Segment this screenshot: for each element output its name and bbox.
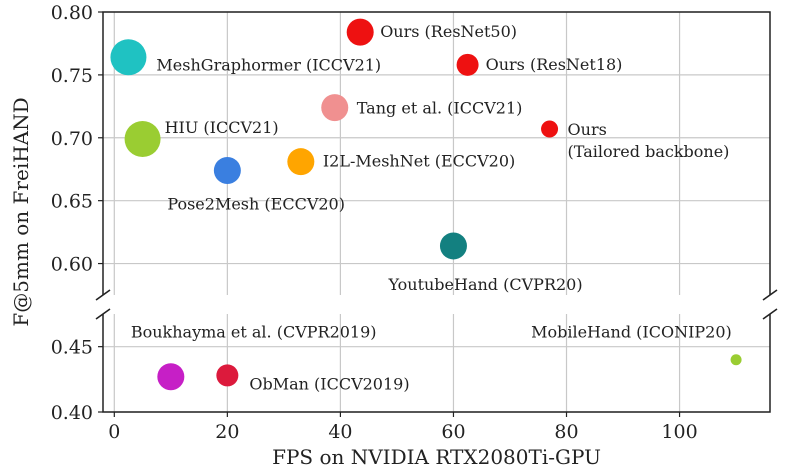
- x-axis-title: FPS on NVIDIA RTX2080Ti-GPU: [272, 445, 601, 469]
- point-label-line: ObMan (ICCV2019): [249, 374, 409, 393]
- y-tick-label: 0.80: [51, 2, 93, 24]
- point-label: YoutubeHand (CVPR20): [387, 275, 582, 294]
- point-label-line: I2L-MeshNet (ECCV20): [323, 152, 515, 171]
- y-tick-label: 0.45: [51, 337, 93, 359]
- lower-panel-frame: [102, 314, 771, 413]
- axis-break-mark: [95, 289, 111, 301]
- point-label: Ours (Tailored backbone): [568, 120, 730, 161]
- axis-break-mark: [762, 289, 778, 301]
- point-label-line: HIU (ICCV21): [165, 118, 279, 137]
- y-tick-label: 0.60: [51, 254, 93, 276]
- x-tick-label: 100: [661, 421, 697, 443]
- y-tick-label: 0.40: [51, 402, 93, 424]
- tick-labels: 0 20 40 60 80 100 0.60 0.65 0.70 0.75 0.80 0.40 0.45: [51, 2, 698, 443]
- x-tick-label: 60: [441, 421, 465, 443]
- data-point: [730, 354, 742, 366]
- point-label: Tang et al. (ICCV21): [357, 99, 523, 118]
- data-point: [321, 94, 349, 122]
- data-point: [213, 156, 241, 184]
- point-label: Pose2Mesh (ECCV20): [167, 194, 345, 213]
- axis-break-mark: [95, 308, 111, 320]
- point-label: HIU (ICCV21): [165, 118, 279, 137]
- data-point: [216, 364, 239, 387]
- point-label: ObMan (ICCV2019): [249, 374, 409, 393]
- point-label-line: Ours (ResNet18): [486, 55, 623, 74]
- data-point: [456, 53, 479, 76]
- data-points: [110, 18, 742, 391]
- data-point: [541, 120, 559, 138]
- point-label: Ours (ResNet50): [380, 22, 517, 41]
- x-tick-label: 80: [554, 421, 578, 443]
- data-point: [439, 232, 467, 260]
- point-label-line: Tang et al. (ICCV21): [357, 99, 523, 118]
- y-tick-label: 0.65: [51, 191, 93, 213]
- data-point: [110, 39, 147, 76]
- y-tick-label: 0.75: [51, 65, 93, 87]
- point-label-line: Ours (ResNet50): [380, 22, 517, 41]
- data-point: [157, 363, 185, 391]
- point-label-line: (Tailored backbone): [568, 142, 730, 161]
- point-label-line: Ours: [568, 120, 607, 139]
- upper-panel-frame: [102, 11, 771, 295]
- x-tick-label: 20: [215, 421, 239, 443]
- point-label-line: MeshGraphormer (ICCV21): [156, 55, 381, 74]
- x-tick-label: 0: [108, 421, 120, 443]
- data-point: [346, 18, 374, 46]
- point-label-line: Pose2Mesh (ECCV20): [167, 194, 345, 213]
- axes: [95, 11, 778, 417]
- y-axis-title: F@5mm on FreiHAND: [9, 97, 33, 326]
- point-label: I2L-MeshNet (ECCV20): [323, 152, 515, 171]
- point-label: MeshGraphormer (ICCV21): [156, 55, 381, 74]
- point-label: Ours (ResNet18): [486, 55, 623, 74]
- point-label-line: MobileHand (ICONIP20): [531, 323, 732, 342]
- data-point: [124, 121, 161, 158]
- y-tick-label: 0.70: [51, 128, 93, 150]
- x-tick-label: 40: [328, 421, 352, 443]
- data-point: [287, 148, 315, 176]
- point-label-line: YoutubeHand (CVPR20): [387, 275, 582, 294]
- axis-break-mark: [762, 308, 778, 320]
- point-label-line: Boukhayma et al. (CVPR2019): [131, 323, 377, 342]
- point-label: MobileHand (ICONIP20): [531, 323, 732, 342]
- point-label: Boukhayma et al. (CVPR2019): [131, 323, 377, 342]
- point-labels: MeshGraphormer (ICCV21) HIU (ICCV21) Pose2…: [131, 22, 732, 393]
